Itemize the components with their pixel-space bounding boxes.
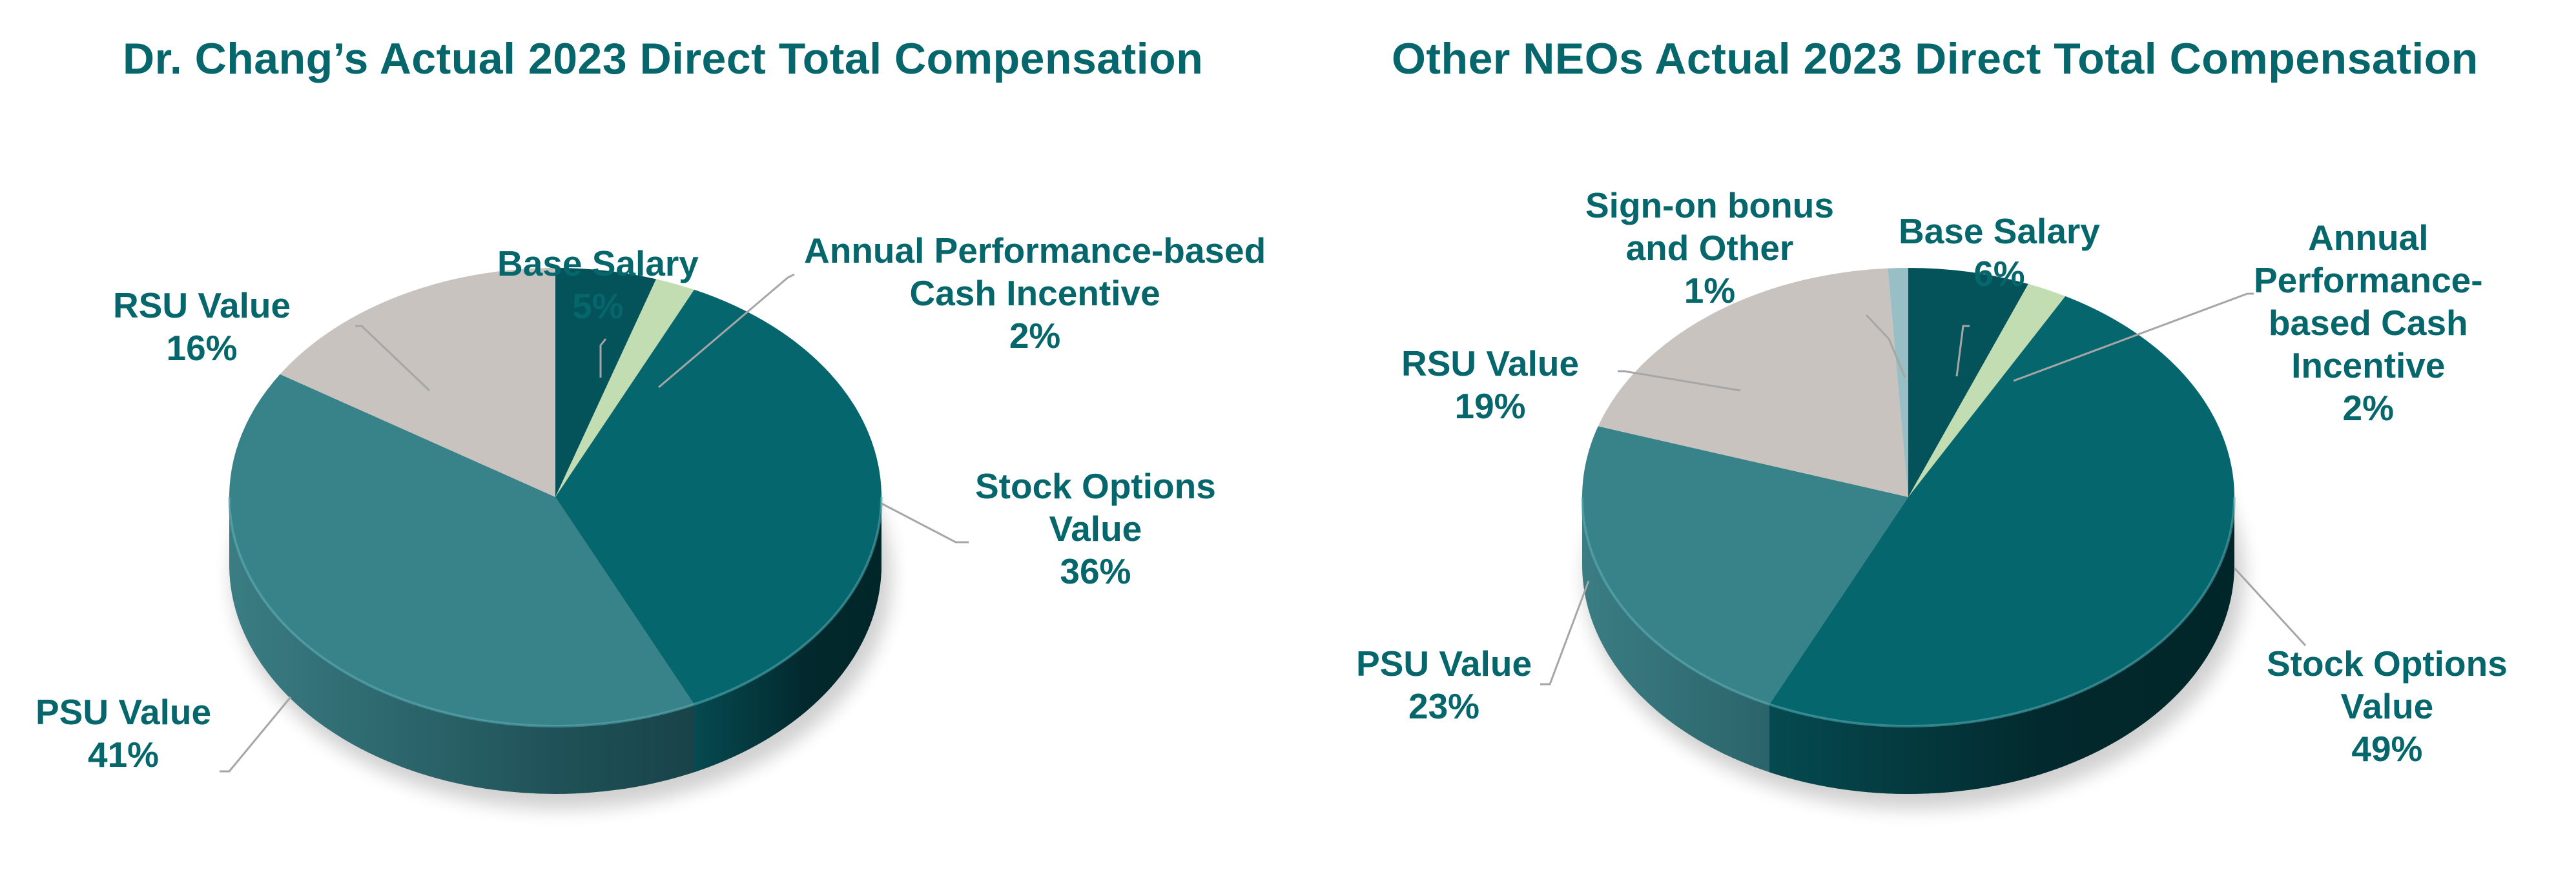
leader-line [1540, 580, 1590, 686]
leader-line [1955, 325, 1970, 377]
right-label-stock-options-line1: Stock Options [2267, 644, 2508, 684]
pie-slice [229, 374, 695, 726]
pie-slice [280, 268, 555, 497]
right-label-psu-pct: 23% [1408, 686, 1480, 726]
right-label-base-salary: Base Salary 6% [1899, 210, 2100, 295]
right-label-annual-incentive-line4: Incentive [2291, 345, 2446, 385]
right-label-stock-options: Stock Options Value 49% [2267, 642, 2508, 770]
leader-line [220, 696, 292, 773]
leader-line [2233, 567, 2307, 647]
left-label-stock-options-line2: Value [1049, 509, 1142, 549]
left-chart-title: Dr. Chang’s Actual 2023 Direct Total Com… [123, 34, 1204, 83]
left-label-stock-options: Stock Options Value 36% [975, 465, 1216, 593]
leader-line [658, 273, 795, 389]
right-label-annual-incentive-line3: based Cash [2268, 303, 2468, 343]
right-label-annual-incentive-line1: Annual [2308, 218, 2429, 258]
left-label-base-salary-pct: 5% [572, 286, 624, 326]
leader-line [1865, 314, 1906, 378]
left-pie-chart [220, 268, 969, 809]
leader-line [599, 338, 607, 378]
right-label-annual-incentive: Annual Performance- based Cash Incentive… [2254, 216, 2483, 429]
left-label-psu-pct: 41% [87, 735, 160, 775]
right-label-rsu-name: RSU Value [1401, 343, 1580, 383]
pie-side-stock-options [694, 497, 881, 773]
right-label-sign-on-pct: 1% [1684, 270, 1736, 310]
left-label-stock-options-line1: Stock Options [975, 466, 1216, 506]
left-label-annual-incentive-line1: Annual Performance-based [804, 230, 1266, 270]
left-label-rsu-name: RSU Value [113, 285, 291, 325]
leader-line [1618, 370, 1741, 392]
right-label-stock-options-line2: Value [2340, 686, 2434, 726]
left-label-rsu-pct: 16% [166, 328, 238, 368]
leader-line [881, 502, 969, 544]
right-label-sign-on: Sign-on bonus and Other 1% [1585, 184, 1834, 312]
left-label-annual-incentive: Annual Performance-based Cash Incentive … [804, 229, 1266, 357]
left-label-psu-name: PSU Value [36, 692, 212, 732]
right-label-psu-name: PSU Value [1356, 644, 1532, 684]
right-label-base-salary-name: Base Salary [1899, 211, 2100, 251]
leader-line [2013, 292, 2254, 382]
left-label-stock-options-pct: 36% [1060, 551, 1131, 591]
right-pie-chart [1540, 268, 2307, 809]
left-label-psu: PSU Value 41% [36, 691, 211, 776]
right-label-annual-incentive-pct: 2% [2342, 388, 2395, 428]
left-label-base-salary-name: Base Salary [497, 243, 699, 283]
pie-slice [1769, 296, 2235, 727]
pie-slice [1888, 268, 1908, 497]
pie-slice [555, 289, 881, 705]
right-label-annual-incentive-line2: Performance- [2254, 260, 2483, 300]
left-label-base-salary: Base Salary 5% [497, 242, 699, 327]
left-label-annual-incentive-line2: Cash Incentive [909, 273, 1160, 313]
left-label-annual-incentive-pct: 2% [1009, 316, 1061, 356]
pie-slice [1908, 283, 2066, 497]
pie-slice [555, 268, 657, 497]
right-label-base-salary-pct: 6% [1973, 254, 2025, 294]
right-label-sign-on-line2: and Other [1625, 228, 1794, 268]
right-label-rsu: RSU Value 19% [1401, 342, 1579, 427]
right-label-psu: PSU Value 23% [1356, 642, 1532, 727]
right-label-rsu-pct: 19% [1454, 386, 1526, 426]
right-chart-title: Other NEOs Actual 2023 Direct Total Comp… [1392, 34, 2478, 83]
pie-slice [1582, 426, 1908, 705]
leader-line [355, 325, 431, 392]
pie-slice [1598, 268, 1908, 497]
pie-side-stock-options [1769, 497, 2234, 794]
pie-slice [555, 279, 695, 497]
right-label-stock-options-pct: 49% [2351, 729, 2423, 769]
right-label-sign-on-line1: Sign-on bonus [1585, 185, 1834, 225]
left-label-rsu: RSU Value 16% [113, 284, 291, 369]
pie-slice [1908, 268, 2028, 497]
